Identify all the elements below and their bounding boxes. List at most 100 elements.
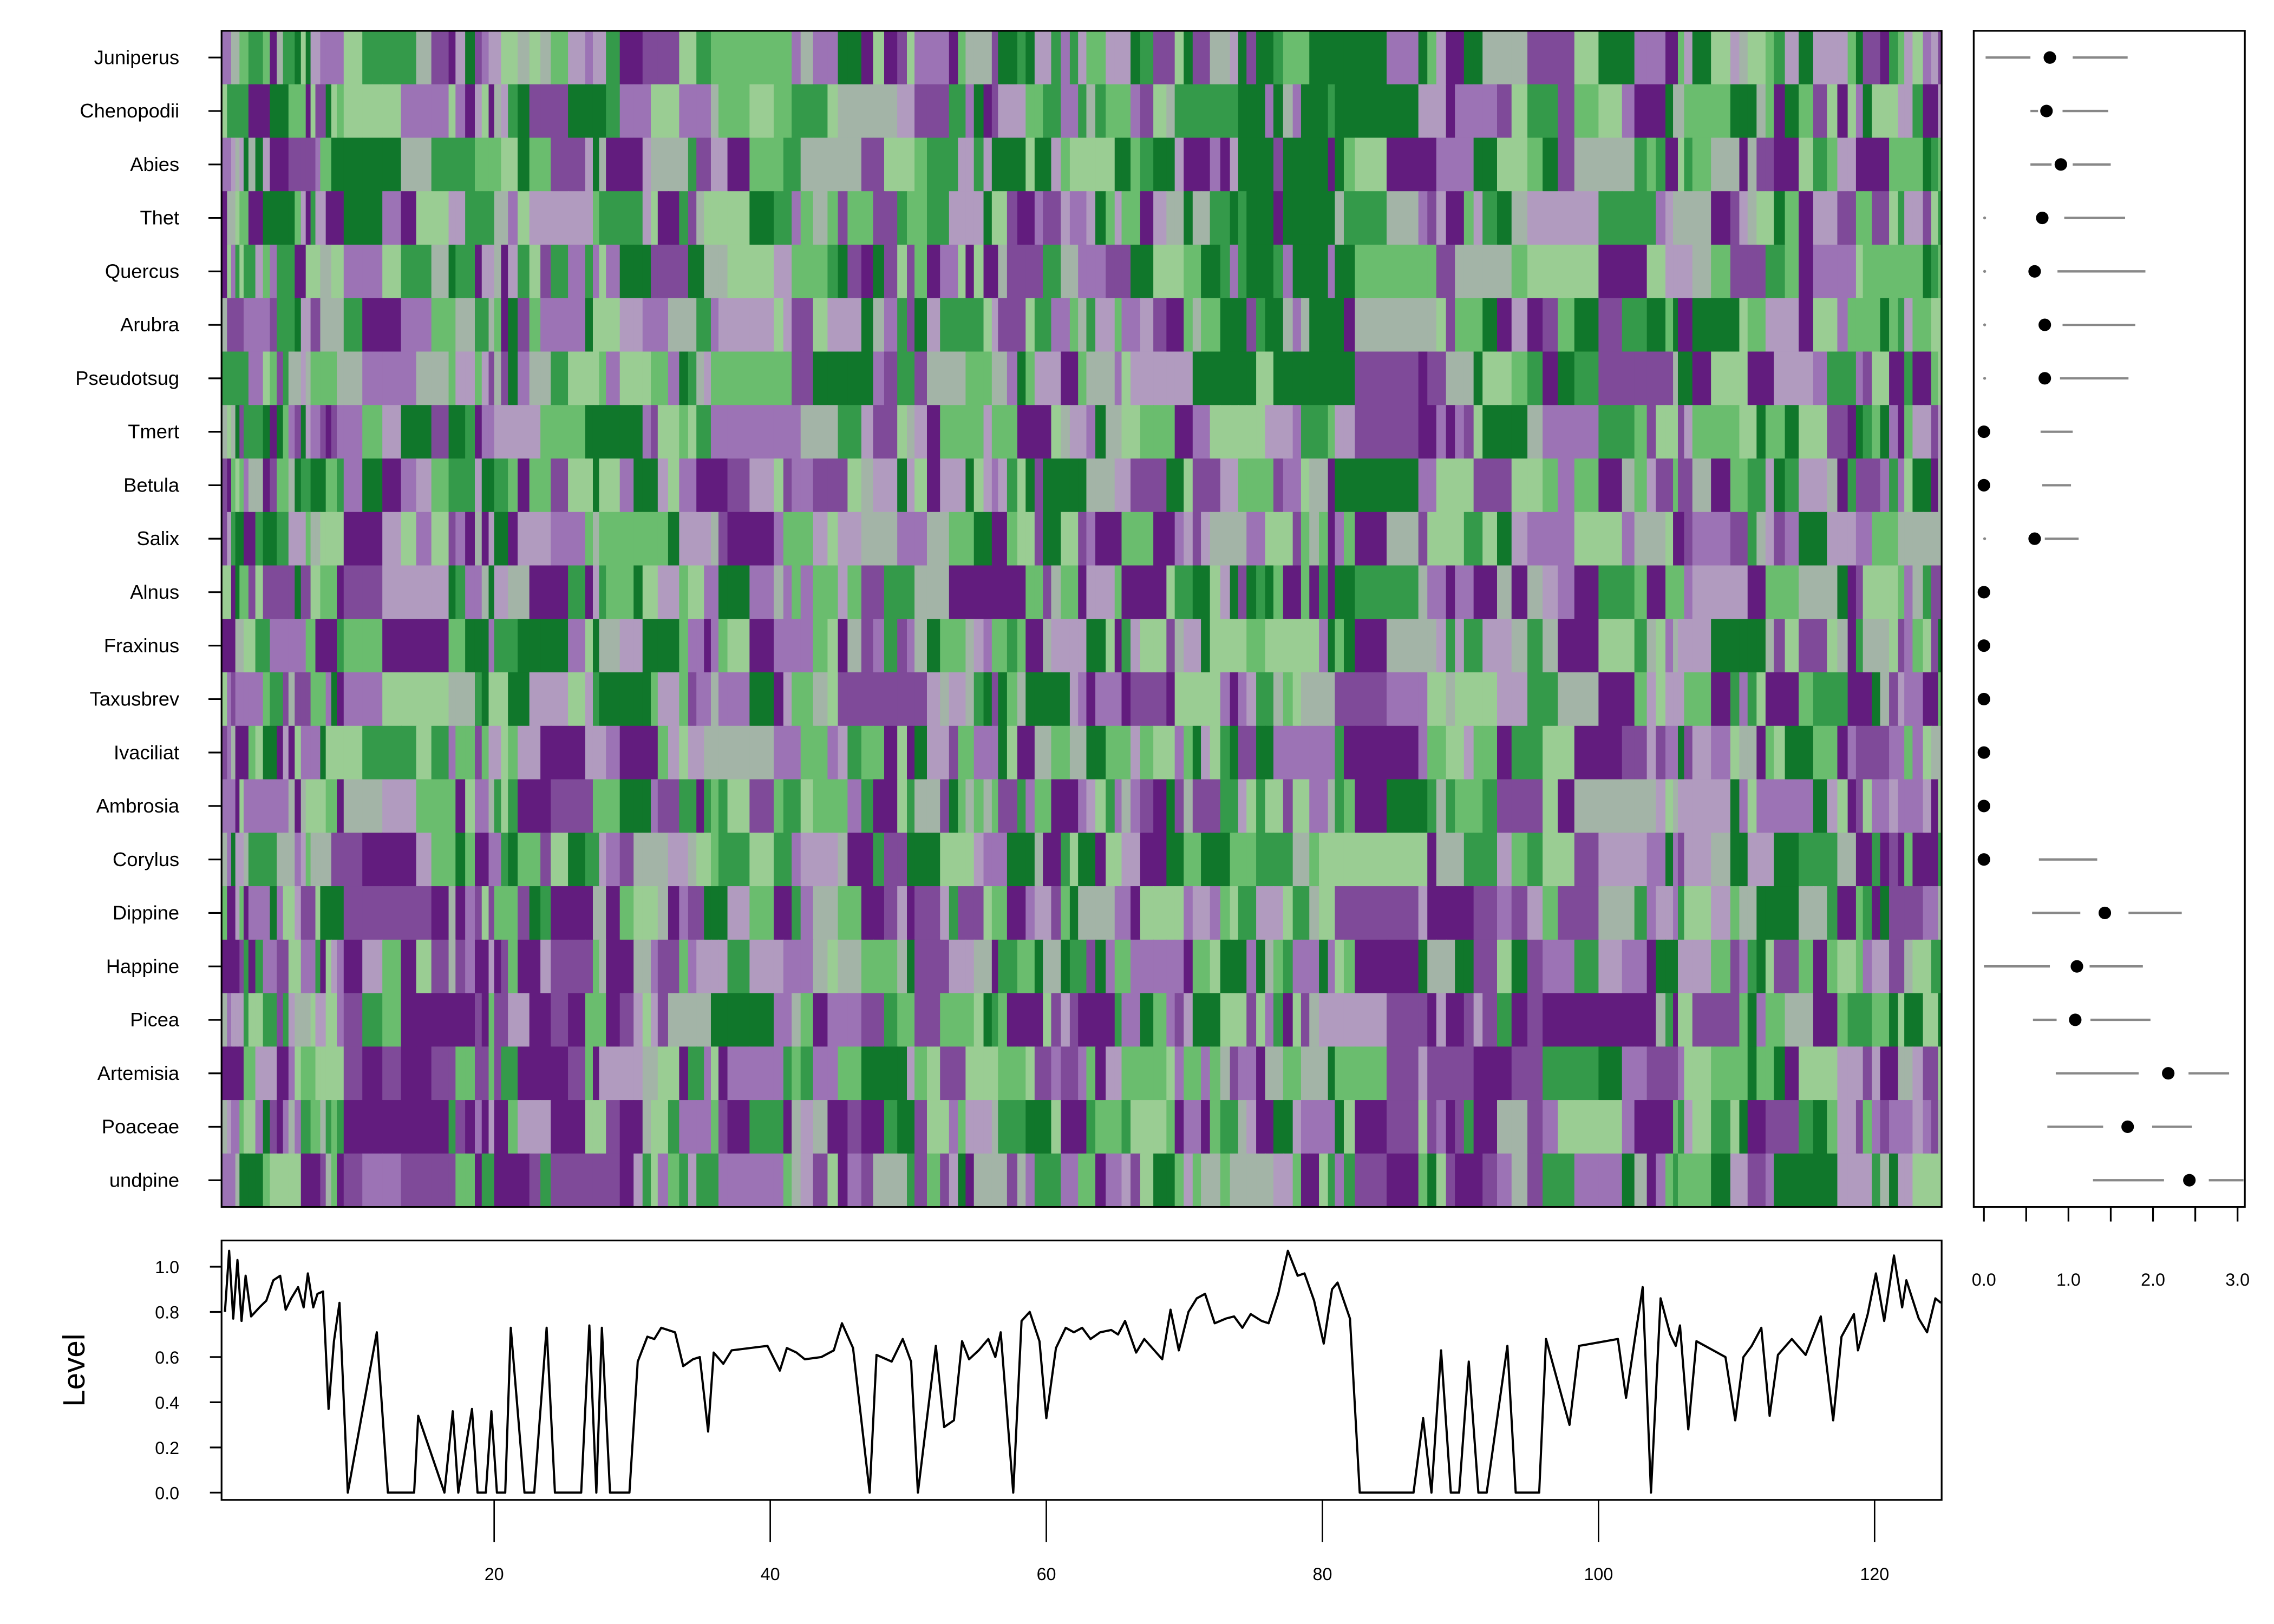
heatmap-cell	[1656, 1100, 1667, 1154]
heatmap-cell	[1328, 1046, 1336, 1101]
heatmap-cell	[1095, 1100, 1107, 1154]
heatmap-cell	[1455, 993, 1465, 1047]
heatmap-cell	[1387, 725, 1419, 780]
heatmap-cell	[1765, 351, 1775, 406]
heatmap-cell	[1328, 779, 1336, 834]
heatmap-cell	[255, 939, 264, 994]
heatmap-cell	[1309, 405, 1320, 460]
heatmap-cell	[1785, 672, 1800, 726]
heatmap-cell	[847, 84, 862, 139]
heatmap-cell	[337, 1046, 344, 1101]
heatmap-cell	[518, 244, 530, 299]
heatmap-cell	[965, 886, 975, 940]
heatmap-cell	[606, 458, 620, 513]
heatmap-cell	[973, 512, 984, 566]
heatmap-cell	[1230, 1100, 1239, 1154]
heatmap-cell	[1043, 565, 1052, 620]
heatmap-cell	[1904, 833, 1913, 887]
heatmap-cell	[1634, 512, 1648, 566]
heatmap-cell	[243, 1046, 249, 1101]
heatmap-cell	[1309, 137, 1320, 192]
heatmap-cell	[792, 833, 801, 887]
heatmap-cell	[1387, 1153, 1419, 1208]
heatmap-cell	[1051, 1153, 1062, 1208]
heatmap-cell	[1061, 30, 1070, 85]
heatmap-cell	[1855, 405, 1864, 460]
heatmap-cell	[1646, 939, 1657, 994]
heatmap-cell	[1756, 405, 1766, 460]
heatmap-cell	[1574, 993, 1599, 1047]
heatmap-cell	[1646, 565, 1657, 620]
heatmap-cell	[1827, 244, 1838, 299]
heatmap-cell	[337, 191, 344, 246]
heatmap-cell	[973, 405, 984, 460]
heatmap-cell	[465, 84, 476, 139]
heatmap-cell	[1078, 458, 1087, 513]
heatmap-cell	[455, 298, 466, 352]
heatmap-cell	[949, 565, 959, 620]
heatmap-cell	[1598, 939, 1623, 994]
heatmap-cell	[1166, 672, 1175, 726]
heatmap-cell	[1785, 191, 1800, 246]
heatmap-cell	[1463, 137, 1474, 192]
heatmap-cell	[277, 779, 284, 834]
heatmap-cell	[1482, 137, 1498, 192]
heatmap-cell	[1765, 405, 1775, 460]
heatmap-cell	[288, 512, 296, 566]
heatmap-cell	[1131, 84, 1141, 139]
heatmap-cell	[1739, 886, 1748, 940]
heatmap-cell	[1455, 244, 1465, 299]
heatmap-cell	[940, 84, 950, 139]
heatmap-cell	[1153, 512, 1167, 566]
heatmap-cell	[343, 351, 363, 406]
heatmap-cell	[320, 672, 326, 726]
heatmap-cell	[243, 84, 249, 139]
heatmap-cell	[331, 30, 338, 85]
heatmap-cell	[585, 405, 594, 460]
heatmap-cell	[231, 298, 236, 352]
heatmap-cell	[991, 993, 999, 1047]
heatmap-cell	[455, 672, 466, 726]
heatmap-cell	[585, 298, 594, 352]
heatmap-cell	[1511, 137, 1528, 192]
heatmap-cell	[1025, 619, 1035, 673]
heatmap-cell	[1463, 672, 1474, 726]
heatmap-cell	[1095, 565, 1107, 620]
row-label: Arubra	[120, 313, 180, 336]
heatmap-cell	[688, 619, 697, 673]
heatmap-cell	[1301, 725, 1310, 780]
heatmap-cell	[1482, 405, 1498, 460]
heatmap-cell	[325, 619, 332, 673]
heatmap-cell	[1863, 779, 1873, 834]
heatmap-cell	[1799, 405, 1814, 460]
heatmap-cell	[481, 405, 489, 460]
heatmap-cell	[1319, 833, 1329, 887]
heatmap-cell	[551, 779, 569, 834]
heatmap-cell	[1692, 619, 1712, 673]
heatmap-cell	[474, 886, 482, 940]
heatmap-cell	[331, 725, 338, 780]
heatmap-cell	[884, 191, 898, 246]
heatmap-cell	[813, 244, 828, 299]
heatmap-cell	[1086, 565, 1096, 620]
heatmap-cell	[973, 351, 984, 406]
heatmap-cell	[1837, 565, 1848, 620]
heatmap-cell	[1069, 1153, 1079, 1208]
heatmap-cell	[1863, 1153, 1873, 1208]
heatmap-cell	[1813, 137, 1828, 192]
heatmap-cell	[657, 298, 669, 352]
heatmap-cell	[315, 351, 321, 406]
heatmap-cell	[1880, 512, 1890, 566]
heatmap-cell	[235, 405, 240, 460]
heatmap-cell	[1938, 993, 1943, 1047]
heatmap-cell	[1482, 672, 1498, 726]
heatmap-cell	[239, 886, 245, 940]
heatmap-cell	[465, 725, 476, 780]
heatmap-cell	[983, 1100, 992, 1154]
heatmap-cell	[448, 993, 456, 1047]
heatmap-cell	[337, 405, 344, 460]
heatmap-cell	[320, 191, 326, 246]
heatmap-cell	[231, 993, 236, 1047]
heatmap-cell	[488, 405, 495, 460]
heatmap-cell	[1855, 298, 1864, 352]
